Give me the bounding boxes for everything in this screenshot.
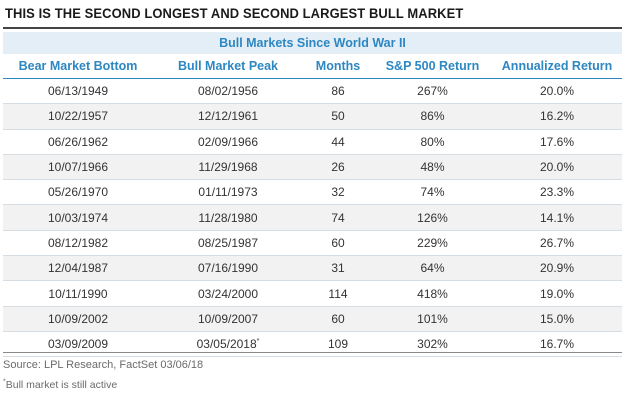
cell-annualized-return: 20.0% — [492, 78, 622, 105]
cell-sp500-return: 64% — [373, 255, 492, 282]
cell-annualized-return: 23.3% — [492, 179, 622, 206]
cell-sp500-return: 101% — [373, 306, 492, 332]
cell-bull-market-peak: 08/02/1956 — [153, 78, 303, 105]
cell-bull-market-peak: 11/29/1968 — [153, 154, 303, 181]
still-active-mark: * — [256, 338, 260, 346]
table-row: 06/26/1962 02/09/1966 44 80% 17.6% — [3, 129, 622, 155]
cell-annualized-return: 20.9% — [492, 255, 622, 282]
table-row: 08/12/1982 08/25/1987 60 229% 26.7% — [3, 230, 622, 257]
cell-bull-market-peak: 11/28/1980 — [153, 204, 303, 231]
peak-date: 03/05/2018 — [196, 337, 257, 352]
footnote-text: Bull market is still active — [5, 379, 118, 391]
cell-bear-market-bottom: 10/03/1974 — [3, 204, 153, 231]
cell-sp500-return: 229% — [373, 230, 492, 257]
cell-sp500-return: 418% — [373, 280, 492, 307]
cell-bear-market-bottom: 10/09/2002 — [3, 306, 153, 332]
header-bear-market-bottom: Bear Market Bottom — [3, 54, 153, 79]
cell-sp500-return: 86% — [373, 103, 492, 130]
table-supertitle: Bull Markets Since World War II — [3, 32, 622, 54]
cell-sp500-return: 80% — [373, 129, 492, 155]
table-row: 10/07/1966 11/29/1968 26 48% 20.0% — [3, 154, 622, 181]
cell-months: 60 — [303, 230, 373, 257]
source-note: Source: LPL Research, FactSet 03/06/18 — [3, 359, 204, 371]
cell-bear-market-bottom: 10/07/1966 — [3, 154, 153, 181]
cell-annualized-return: 16.2% — [492, 103, 622, 130]
cell-sp500-return: 74% — [373, 179, 492, 206]
cell-months: 31 — [303, 255, 373, 282]
cell-annualized-return: 19.0% — [492, 280, 622, 307]
footnote: *Bull market is still active — [3, 378, 118, 392]
cell-bear-market-bottom: 12/04/1987 — [3, 255, 153, 282]
cell-annualized-return: 26.7% — [492, 230, 622, 257]
table-row: 06/13/1949 08/02/1956 86 267% 20.0% — [3, 78, 622, 105]
cell-annualized-return: 20.0% — [492, 154, 622, 181]
cell-months: 44 — [303, 129, 373, 155]
cell-months: 114 — [303, 280, 373, 307]
bull-markets-table-container: Bull Markets Since World War II Bear Mar… — [3, 32, 622, 358]
cell-bull-market-peak: 08/25/1987 — [153, 230, 303, 257]
cell-months: 26 — [303, 154, 373, 181]
cell-bull-market-peak: 10/09/2007 — [153, 306, 303, 332]
cell-annualized-return: 15.0% — [492, 306, 622, 332]
cell-bull-market-peak: 12/12/1961 — [153, 103, 303, 130]
cell-sp500-return: 48% — [373, 154, 492, 181]
header-annualized-return: Annualized Return — [492, 54, 622, 79]
cell-annualized-return: 17.6% — [492, 129, 622, 155]
table-header-row: Bear Market Bottom Bull Market Peak Mont… — [3, 54, 622, 79]
table-row: 10/03/1974 11/28/1980 74 126% 14.1% — [3, 204, 622, 231]
cell-bear-market-bottom: 10/11/1990 — [3, 280, 153, 307]
footnote-mark: * — [3, 378, 6, 386]
cell-bear-market-bottom: 06/13/1949 — [3, 78, 153, 105]
cell-months: 74 — [303, 204, 373, 231]
cell-bull-market-peak: 02/09/1966 — [153, 129, 303, 155]
table-body: 06/13/1949 08/02/1956 86 267% 20.0% 10/22/195… — [3, 78, 622, 358]
cell-bear-market-bottom: 10/22/1957 — [3, 103, 153, 130]
header-sp500-return: S&P 500 Return — [373, 54, 492, 79]
footer-divider — [3, 352, 622, 353]
cell-bull-market-peak: 01/11/1973 — [153, 179, 303, 206]
cell-months: 32 — [303, 179, 373, 206]
title-divider — [3, 27, 622, 29]
cell-months: 50 — [303, 103, 373, 130]
cell-bear-market-bottom: 06/26/1962 — [3, 129, 153, 155]
cell-bear-market-bottom: 08/12/1982 — [3, 230, 153, 257]
table-row: 05/26/1970 01/11/1973 32 74% 23.3% — [3, 179, 622, 206]
table-row: 10/22/1957 12/12/1961 50 86% 16.2% — [3, 103, 622, 130]
cell-bull-market-peak: 03/24/2000 — [153, 280, 303, 307]
table-row: 10/09/2002 10/09/2007 60 101% 15.0% — [3, 306, 622, 332]
header-bull-market-peak: Bull Market Peak — [153, 54, 303, 79]
cell-bear-market-bottom: 05/26/1970 — [3, 179, 153, 206]
cell-sp500-return: 126% — [373, 204, 492, 231]
bull-markets-table: Bear Market Bottom Bull Market Peak Mont… — [3, 54, 622, 358]
table-row: 12/04/1987 07/16/1990 31 64% 20.9% — [3, 255, 622, 282]
cell-months: 86 — [303, 78, 373, 105]
cell-sp500-return: 267% — [373, 78, 492, 105]
cell-bull-market-peak: 07/16/1990 — [153, 255, 303, 282]
table-row: 10/11/1990 03/24/2000 114 418% 19.0% — [3, 280, 622, 307]
page-title: THIS IS THE SECOND LONGEST AND SECOND LA… — [5, 6, 464, 21]
header-months: Months — [303, 54, 373, 79]
cell-months: 60 — [303, 306, 373, 332]
cell-annualized-return: 14.1% — [492, 204, 622, 231]
